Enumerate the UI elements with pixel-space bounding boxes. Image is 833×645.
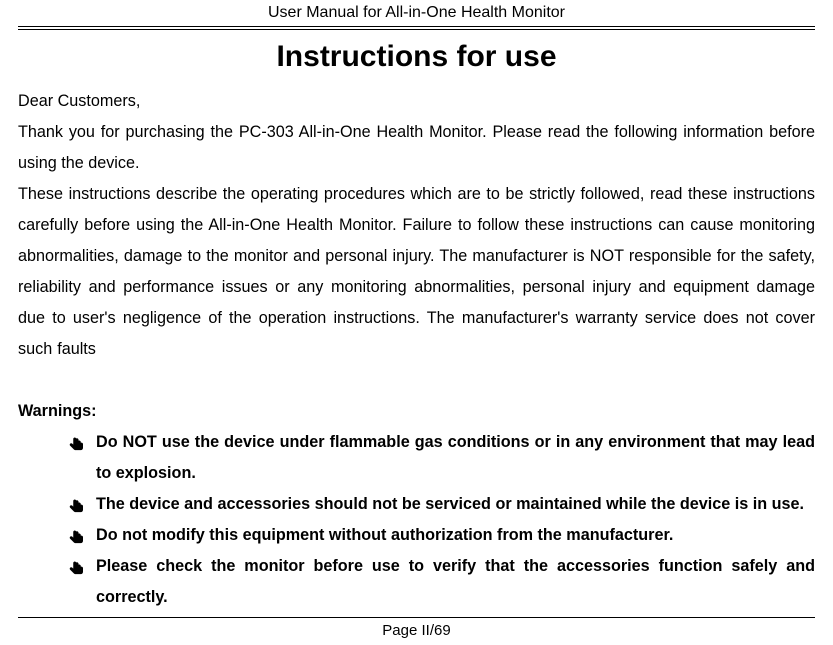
salutation: Dear Customers, xyxy=(18,86,815,117)
page-footer: Page II/69 xyxy=(18,617,815,639)
warning-text: Do NOT use the device under flammable ga… xyxy=(96,433,815,482)
warnings-list: Do NOT use the device under flammable ga… xyxy=(18,427,815,613)
bullet-icon xyxy=(68,434,86,452)
page-title: Instructions for use xyxy=(18,40,815,74)
intro-paragraph: Thank you for purchasing the PC-303 All-… xyxy=(18,117,815,179)
warning-item: The device and accessories should not be… xyxy=(72,489,815,520)
bullet-icon xyxy=(68,496,86,514)
warning-item: Please check the monitor before use to v… xyxy=(72,551,815,613)
bullet-icon xyxy=(68,558,86,576)
footer-rule xyxy=(18,617,815,618)
bullet-icon xyxy=(68,527,86,545)
document-page: User Manual for All-in-One Health Monito… xyxy=(0,0,833,645)
warning-item: Do not modify this equipment without aut… xyxy=(72,520,815,551)
warning-text: Please check the monitor before use to v… xyxy=(96,557,815,606)
warning-item: Do NOT use the device under flammable ga… xyxy=(72,427,815,489)
blank-line xyxy=(18,365,815,396)
warning-text: Do not modify this equipment without aut… xyxy=(96,526,673,544)
warning-text: The device and accessories should not be… xyxy=(96,495,804,513)
main-paragraph: These instructions describe the operatin… xyxy=(18,179,815,365)
running-header: User Manual for All-in-One Health Monito… xyxy=(18,0,815,26)
header-rule-bottom xyxy=(18,29,815,30)
body-text: Dear Customers, Thank you for purchasing… xyxy=(18,86,815,613)
page-number: Page II/69 xyxy=(18,622,815,639)
warnings-label: Warnings: xyxy=(18,396,815,427)
header-rule-top xyxy=(18,26,815,27)
